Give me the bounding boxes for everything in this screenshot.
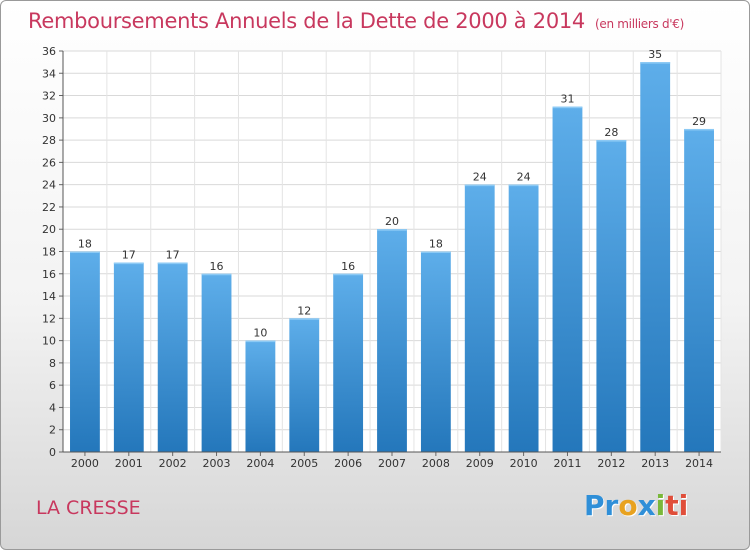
brand-letter: r bbox=[604, 489, 619, 522]
y-tick-label: 24 bbox=[42, 179, 56, 192]
brand-letter: ti bbox=[665, 489, 689, 522]
data-label: 24 bbox=[473, 171, 487, 184]
bar-highlight bbox=[508, 184, 539, 187]
y-tick-label: 4 bbox=[49, 401, 56, 414]
data-label: 16 bbox=[341, 260, 355, 273]
bar bbox=[289, 318, 320, 452]
brand-letter: P bbox=[584, 489, 605, 522]
y-tick-label: 14 bbox=[42, 290, 56, 303]
y-tick-label: 20 bbox=[42, 223, 56, 236]
x-tick-label: 2008 bbox=[422, 457, 450, 470]
y-tick-label: 18 bbox=[42, 246, 56, 259]
bar bbox=[70, 251, 100, 452]
data-label: 10 bbox=[253, 327, 267, 340]
bar-highlight bbox=[420, 251, 451, 253]
bar bbox=[157, 262, 188, 452]
bar-highlight bbox=[333, 273, 364, 276]
brand-letter: x bbox=[637, 489, 656, 522]
bar bbox=[552, 106, 583, 452]
x-tick-label: 2007 bbox=[378, 457, 406, 470]
bar-highlight bbox=[377, 229, 407, 231]
y-tick-label: 30 bbox=[42, 112, 56, 125]
bar bbox=[245, 340, 276, 452]
x-tick-label: 2009 bbox=[466, 457, 494, 470]
y-tick-label: 32 bbox=[42, 90, 56, 103]
bar-highlight bbox=[201, 273, 232, 276]
bar-highlight bbox=[113, 262, 144, 265]
bar bbox=[508, 184, 539, 452]
proxiti-logo[interactable]: Proxiti bbox=[584, 489, 688, 522]
x-tick-label: 2014 bbox=[685, 457, 713, 470]
data-label: 17 bbox=[122, 249, 136, 262]
bar bbox=[333, 273, 364, 452]
brand-letter: o bbox=[618, 489, 638, 522]
y-tick-label: 2 bbox=[49, 424, 56, 437]
bar bbox=[684, 128, 714, 452]
y-tick-label: 36 bbox=[42, 45, 56, 58]
y-tick-label: 26 bbox=[42, 156, 56, 169]
chart-subtitle: (en milliers d'€) bbox=[595, 17, 685, 31]
bar-highlight bbox=[157, 262, 188, 265]
y-tick-label: 28 bbox=[42, 134, 56, 147]
y-tick-label: 12 bbox=[42, 312, 56, 325]
x-tick-label: 2010 bbox=[510, 457, 538, 470]
x-tick-label: 2002 bbox=[159, 457, 187, 470]
data-label: 28 bbox=[604, 126, 618, 139]
y-tick-label: 8 bbox=[49, 357, 56, 370]
bar bbox=[640, 62, 671, 453]
bar-highlight bbox=[552, 106, 583, 109]
x-tick-label: 2000 bbox=[71, 457, 99, 470]
data-label: 35 bbox=[648, 48, 662, 61]
data-label: 29 bbox=[692, 115, 706, 128]
bar bbox=[420, 251, 451, 452]
x-tick-label: 2005 bbox=[290, 457, 318, 470]
chart-title: Remboursements Annuels de la Dette de 20… bbox=[28, 9, 685, 33]
data-label: 20 bbox=[385, 215, 399, 228]
bar-highlight bbox=[464, 184, 495, 187]
x-tick-label: 2001 bbox=[115, 457, 143, 470]
y-tick-label: 0 bbox=[49, 446, 56, 459]
bar-highlight bbox=[245, 340, 276, 343]
data-label: 18 bbox=[78, 238, 92, 251]
y-tick-label: 22 bbox=[42, 201, 56, 214]
bar bbox=[596, 140, 627, 452]
y-tick-label: 34 bbox=[42, 67, 56, 80]
x-tick-label: 2012 bbox=[597, 457, 625, 470]
data-label: 17 bbox=[166, 249, 180, 262]
data-label: 24 bbox=[517, 171, 531, 184]
bar bbox=[201, 273, 232, 452]
x-tick-label: 2006 bbox=[334, 457, 362, 470]
bar-highlight bbox=[289, 318, 320, 320]
bars bbox=[70, 62, 714, 453]
data-label: 16 bbox=[210, 260, 224, 273]
y-tick-label: 6 bbox=[49, 379, 56, 392]
brand-letter: i bbox=[655, 489, 666, 522]
x-tick-label: 2013 bbox=[641, 457, 669, 470]
x-tick-label: 2004 bbox=[246, 457, 274, 470]
bar-highlight bbox=[70, 251, 100, 253]
y-tick-label: 10 bbox=[42, 335, 56, 348]
bar bbox=[113, 262, 144, 452]
commune-name: LA CRESSE bbox=[36, 497, 141, 519]
data-label: 12 bbox=[297, 304, 311, 317]
x-tick-label: 2011 bbox=[553, 457, 581, 470]
x-tick-label: 2003 bbox=[203, 457, 231, 470]
data-label: 18 bbox=[429, 238, 443, 251]
data-labels: 18 17 17 16 10 12 16 20 18 24 24 31 28 35 29 bbox=[78, 48, 706, 339]
bar-highlight bbox=[596, 140, 627, 142]
bar bbox=[464, 184, 495, 452]
bar-highlight bbox=[640, 62, 671, 64]
y-tick-label: 16 bbox=[42, 268, 56, 281]
bar-highlight bbox=[684, 128, 714, 131]
bar bbox=[377, 229, 407, 452]
data-label: 31 bbox=[560, 93, 574, 106]
